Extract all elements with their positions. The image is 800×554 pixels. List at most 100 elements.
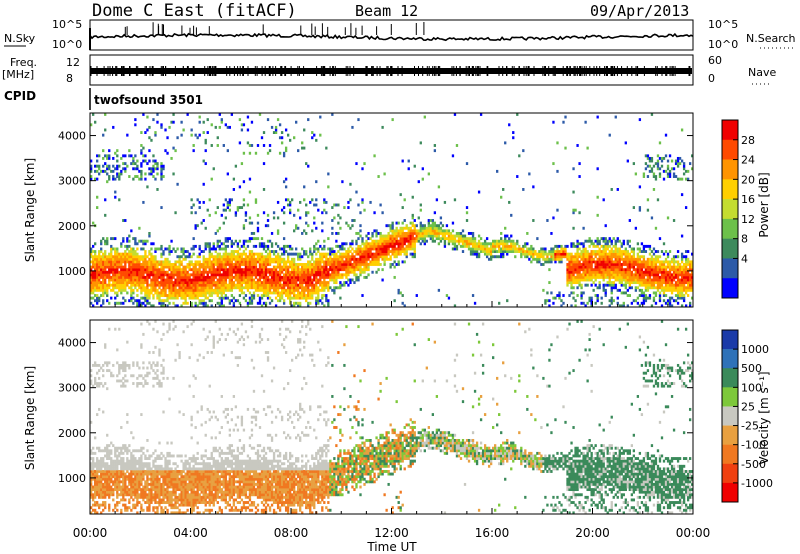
velocity-cell (94, 511, 97, 515)
power-cell (684, 206, 688, 210)
power-cell (258, 299, 262, 303)
power-cell (512, 242, 515, 246)
power-cell (98, 250, 101, 253)
power-cell (325, 275, 328, 279)
power-cell (248, 237, 252, 241)
power-cell (126, 268, 129, 272)
power-cell (104, 278, 107, 282)
power-cell (397, 260, 400, 264)
power-cell (114, 263, 117, 266)
power-cell (566, 257, 569, 261)
power-cell (136, 164, 139, 168)
power-cell (550, 250, 553, 253)
power-cell (363, 275, 366, 279)
power-cell (110, 288, 113, 292)
power-cell (626, 257, 629, 261)
colorbar-swatch (722, 238, 738, 259)
power-cell (586, 257, 589, 261)
power-cell (441, 231, 445, 235)
power-cell (184, 265, 187, 269)
power-cell (305, 213, 308, 217)
power-cell (210, 286, 213, 290)
power-cell (148, 270, 151, 274)
power-cell (351, 247, 354, 251)
power-cell (124, 265, 127, 269)
power-cell (288, 275, 292, 279)
power-cell (280, 275, 284, 279)
power-cell (222, 286, 225, 290)
power-cell (178, 270, 181, 274)
power-cell (652, 268, 656, 272)
power-cell (140, 175, 143, 178)
power-cell (164, 265, 167, 269)
power-cell (260, 265, 264, 269)
power-cell (636, 286, 640, 290)
power-cell (313, 278, 316, 282)
power-cell (134, 268, 137, 272)
power-cell (154, 265, 157, 269)
freq-tick-top: 12 (66, 56, 80, 69)
power-cell (258, 278, 262, 282)
power-cell (570, 242, 573, 246)
power-cell (590, 304, 593, 308)
power-cell (284, 273, 288, 277)
power-cell (676, 164, 680, 168)
power-cell (172, 146, 175, 150)
power-cell (108, 149, 111, 153)
power-cell (612, 263, 615, 266)
power-cell (534, 257, 537, 261)
power-cell (676, 278, 680, 282)
power-cell (144, 296, 147, 300)
power-cell (303, 291, 306, 295)
power-cell (104, 275, 107, 279)
power-cell (284, 260, 288, 264)
colorbar-tick-label: 24 (741, 154, 755, 167)
power-cell (510, 250, 513, 253)
power-cell (311, 257, 314, 261)
power-cell (224, 198, 227, 202)
power-cell (286, 252, 290, 256)
power-cell (102, 156, 105, 160)
power-cell (319, 270, 322, 274)
power-cell (612, 283, 615, 287)
power-cell (666, 164, 670, 168)
power-cell (391, 229, 394, 233)
power-cell (291, 304, 294, 308)
power-cell (544, 250, 547, 253)
power-cell (646, 154, 650, 158)
power-cell (606, 283, 609, 287)
power-cell (590, 273, 593, 277)
power-cell (136, 294, 139, 297)
power-cell (614, 268, 617, 272)
power-cell (339, 260, 342, 264)
power-cell (658, 156, 662, 160)
power-cell (672, 167, 676, 171)
power-cell (218, 301, 221, 305)
power-cell (664, 169, 668, 173)
power-cell (365, 252, 368, 256)
power-cell (264, 268, 268, 272)
power-cell (110, 244, 113, 248)
power-cell (309, 278, 312, 282)
power-cell (202, 200, 205, 204)
power-cell (361, 198, 364, 202)
power-cell (198, 133, 201, 137)
power-cell (134, 237, 137, 241)
power-cell (315, 252, 318, 256)
power-cell (369, 263, 372, 266)
power-cell (375, 255, 378, 259)
power-cell (96, 281, 99, 285)
power-cell (282, 257, 286, 261)
power-cell (236, 257, 240, 261)
power-cell (646, 198, 650, 202)
power-cell (122, 257, 125, 261)
power-cell (483, 239, 487, 243)
power-cell (274, 288, 278, 292)
power-cell (652, 265, 656, 269)
power-cell (467, 242, 471, 246)
power-cell (162, 260, 165, 264)
power-cell (116, 247, 119, 251)
power-cell (128, 263, 131, 266)
power-cell (174, 294, 177, 297)
power-cell (118, 281, 121, 285)
